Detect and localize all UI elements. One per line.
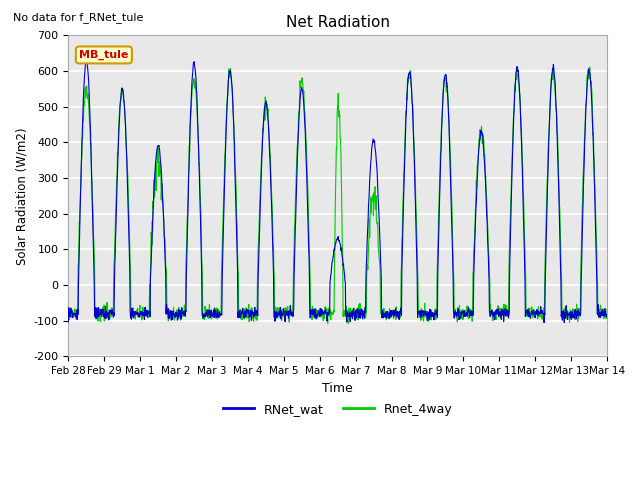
Title: Net Radiation: Net Radiation — [285, 15, 390, 30]
Legend: RNet_wat, Rnet_4way: RNet_wat, Rnet_4way — [218, 398, 458, 420]
X-axis label: Time: Time — [323, 382, 353, 395]
Y-axis label: Solar Radiation (W/m2): Solar Radiation (W/m2) — [15, 127, 28, 264]
Text: MB_tule: MB_tule — [79, 50, 129, 60]
Text: No data for f_RNet_tule: No data for f_RNet_tule — [13, 12, 143, 23]
